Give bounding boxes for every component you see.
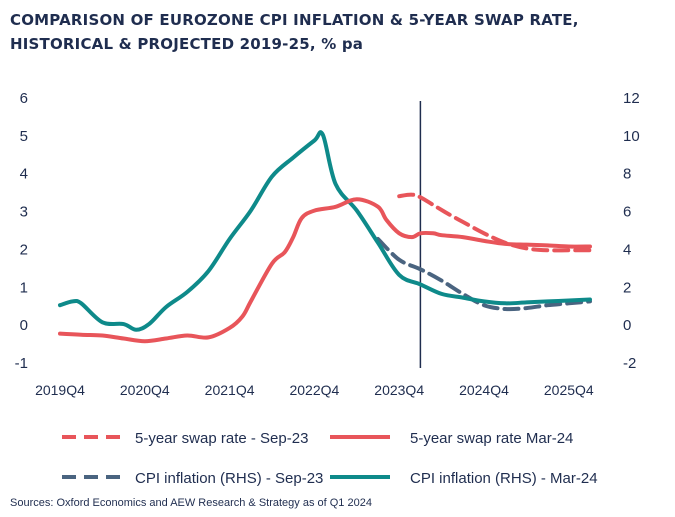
- x-tick-label: 2020Q4: [120, 382, 170, 398]
- x-tick-label: 2021Q4: [205, 382, 255, 398]
- x-tick-label: 2025Q4: [544, 382, 594, 398]
- cpi-inflation-sep23-line: [376, 237, 592, 312]
- swap-rate-sep23-line: [397, 192, 592, 253]
- left-tick-label: 1: [20, 279, 28, 296]
- chart-title: COMPARISON OF EUROZONE CPI INFLATION & 5…: [10, 11, 579, 53]
- legend: 5-year swap rate - Sep-23 5-year swap rat…: [62, 430, 598, 487]
- x-tick-label: 2022Q4: [289, 382, 339, 398]
- swap-rate-mar24-line: [58, 197, 592, 344]
- legend-label: 5-year swap rate Mar-24: [410, 430, 573, 447]
- x-tick-label: 2024Q4: [459, 382, 509, 398]
- source-note: Sources: Oxford Economics and AEW Resear…: [10, 497, 372, 509]
- legend-label: CPI inflation (RHS) - Mar-24: [410, 470, 598, 487]
- right-tick-label: 0: [623, 317, 631, 334]
- right-tick-label: 6: [623, 204, 631, 221]
- right-tick-label: 8: [623, 166, 631, 183]
- left-tick-label: 4: [20, 166, 28, 183]
- x-tick-label: 2023Q4: [374, 382, 424, 398]
- legend-label: CPI inflation (RHS) - Sep-23: [135, 470, 323, 487]
- cpi-inflation-mar24-line: [58, 130, 592, 332]
- left-tick-label: 3: [20, 204, 28, 221]
- right-tick-label: 2: [623, 279, 631, 296]
- legend-label: 5-year swap rate - Sep-23: [135, 430, 308, 447]
- left-tick-label: 0: [20, 317, 28, 334]
- x-axis-ticks: 2019Q4 2020Q4 2021Q4 2022Q4 2023Q4 2024Q4 2025…: [35, 382, 594, 398]
- right-tick-label: 4: [623, 241, 631, 258]
- right-axis-ticks: -2 0 2 4 6 8 10 12: [623, 90, 640, 372]
- left-tick-label: 2: [20, 241, 28, 258]
- left-tick-label: -1: [15, 355, 28, 372]
- left-tick-label: 5: [20, 128, 28, 145]
- series-layer: [58, 130, 592, 344]
- x-tick-label: 2019Q4: [35, 382, 85, 398]
- left-tick-label: 6: [20, 90, 28, 107]
- left-axis-ticks: -1 0 1 2 3 4 5 6: [15, 90, 28, 372]
- right-tick-label: 10: [623, 128, 640, 145]
- right-tick-label: -2: [623, 355, 636, 372]
- right-tick-label: 12: [623, 90, 640, 107]
